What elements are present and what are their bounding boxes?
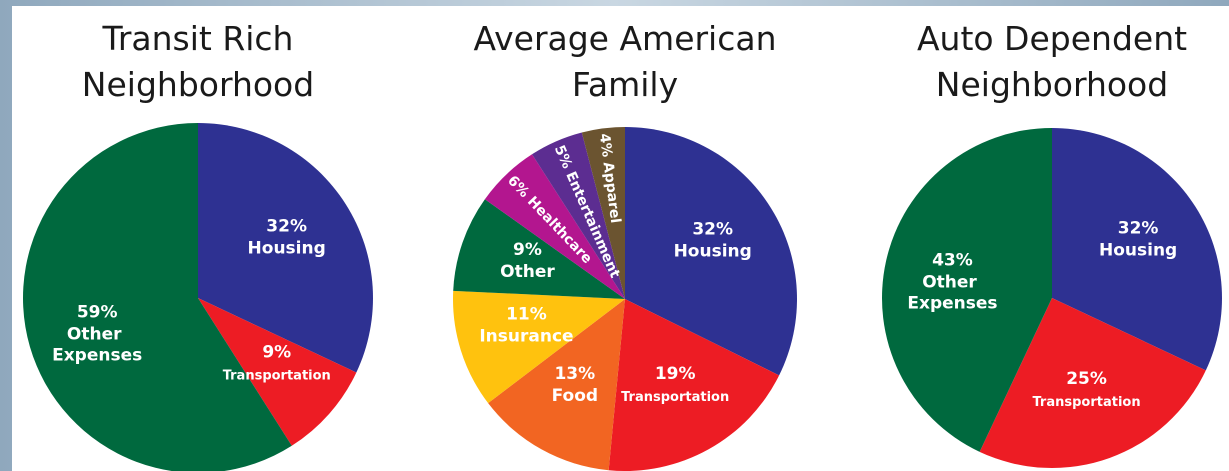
category-label: Housing xyxy=(248,239,326,259)
value-label: 32% xyxy=(1118,218,1159,238)
value-label: 43% xyxy=(932,251,973,271)
value-label: 59% xyxy=(77,302,118,322)
pie-slice xyxy=(608,299,780,471)
category-label: Other Expenses xyxy=(52,324,142,365)
pie-slice xyxy=(1052,128,1222,371)
chart-title: Neighborhood xyxy=(82,65,314,104)
category-label: Food xyxy=(552,386,598,406)
pie-slice xyxy=(532,132,625,299)
value-label: 9% xyxy=(262,342,291,362)
pie-slice xyxy=(453,199,625,299)
value-label: 11% xyxy=(506,305,547,325)
category-label: Transportation xyxy=(223,368,331,383)
chart-title: Transit Rich xyxy=(102,19,294,58)
value-label: 4% xyxy=(596,132,615,158)
chart-title: Average American xyxy=(473,19,776,58)
chart-title: Family xyxy=(572,65,678,104)
pie-slice xyxy=(453,290,625,404)
pie-slice xyxy=(198,298,357,446)
value-label: 32% xyxy=(266,217,307,237)
value-label: 19% xyxy=(655,364,696,384)
category-label: Other Expenses xyxy=(907,273,997,314)
value-label: 25% xyxy=(1066,369,1107,389)
pie-slice xyxy=(22,123,292,471)
category-label: Transportation xyxy=(1032,395,1140,410)
pie-slice xyxy=(198,123,373,373)
pie-slice xyxy=(484,154,625,299)
pie-slice xyxy=(625,127,797,376)
chart-title: Neighborhood xyxy=(936,65,1168,104)
pie-slice xyxy=(881,128,1052,452)
pie-slice xyxy=(488,299,625,471)
category-label: Housing xyxy=(1099,240,1177,260)
category-label: Transportation xyxy=(621,390,729,405)
chart-title: Auto Dependent xyxy=(917,19,1187,58)
slice-label: 4% Apparel xyxy=(596,132,623,224)
pie-slice xyxy=(979,298,1206,468)
category-label: Apparel xyxy=(600,161,624,224)
category-label: Other xyxy=(500,262,555,282)
value-label: 13% xyxy=(554,364,595,384)
category-label: Housing xyxy=(674,242,752,262)
value-label: 9% xyxy=(513,240,542,260)
pie-slice xyxy=(581,127,625,299)
value-label: 32% xyxy=(692,220,733,240)
category-label: Insurance xyxy=(479,327,573,347)
